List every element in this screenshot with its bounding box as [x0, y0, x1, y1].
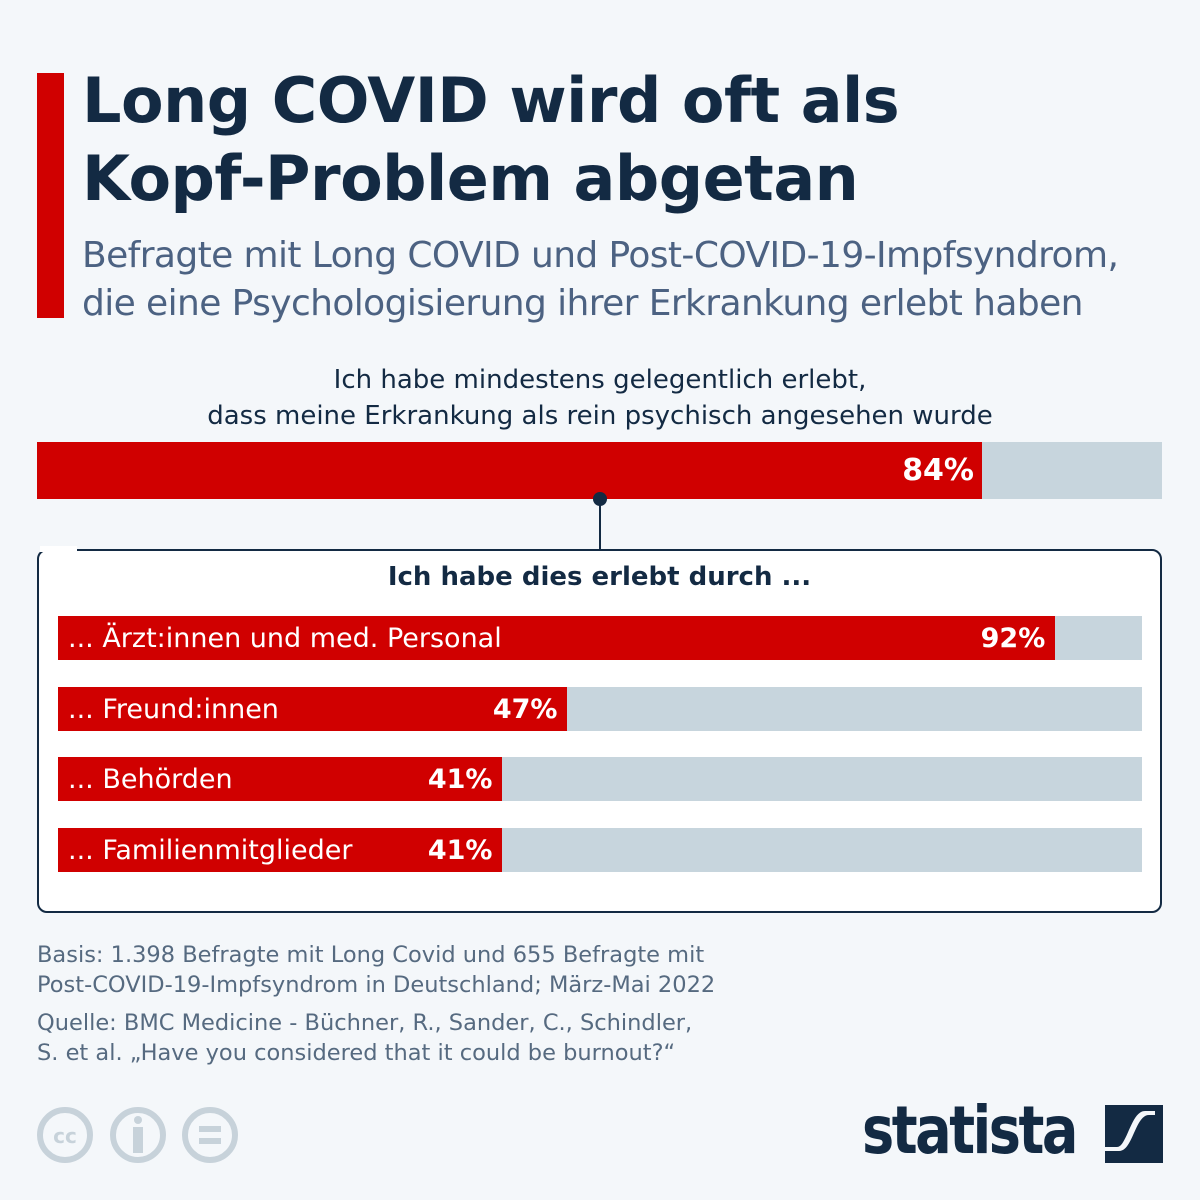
basis-line: Basis: 1.398 Befragte mit Long Covid und…: [37, 942, 705, 968]
main-question: Ich habe mindestens gelegentlich erlebt,…: [0, 362, 1200, 434]
question-line: Ich habe mindestens gelegentlich erlebt,: [333, 365, 867, 395]
license-icons[interactable]: cc: [35, 1105, 245, 1167]
bar: [58, 616, 1056, 660]
bar-value: 47%: [492, 693, 558, 725]
by-icon: [110, 1107, 166, 1163]
panel-gap: [40, 546, 77, 552]
bar-label: ... Behörden: [68, 763, 233, 795]
statista-logo[interactable]: statista: [862, 1092, 1078, 1169]
source-note: Quelle: BMC Medicine - Büchner, R., Sand…: [37, 1008, 692, 1068]
subtitle-line: Befragte mit Long COVID und Post-COVID-1…: [82, 235, 1119, 276]
source-line: S. et al. „Have you considered that it c…: [37, 1040, 676, 1066]
main-bar-value: 84%: [902, 453, 974, 488]
cc-icon: cc: [37, 1107, 93, 1163]
basis-line: Post-COVID-19-Impfsyndrom in Deutschland…: [37, 972, 716, 998]
connector-dot: [593, 492, 607, 506]
breakdown-title: Ich habe dies erlebt durch ...: [387, 562, 812, 592]
connector-line: [599, 499, 601, 549]
bar-label: ... Familienmitglieder: [68, 834, 353, 866]
main-bar: [37, 442, 982, 499]
subtitle-line: die eine Psychologisierung ihrer Erkrank…: [82, 283, 1083, 324]
subtitle: Befragte mit Long COVID und Post-COVID-1…: [82, 232, 1119, 328]
title-line: Kopf-Problem abgetan: [82, 142, 859, 215]
bar: [58, 828, 503, 872]
bar-value: 92%: [980, 622, 1046, 654]
accent-bar: [37, 73, 64, 318]
question-line: dass meine Erkrankung als rein psychisch…: [207, 401, 993, 431]
main-bar-track: 84%: [37, 442, 1162, 499]
bar-value: 41%: [427, 834, 493, 866]
page-title: Long COVID wird oft als Kopf-Problem abge…: [82, 62, 900, 218]
title-line: Long COVID wird oft als: [82, 64, 900, 137]
bar-label: ... Freund:innen: [68, 693, 279, 725]
nd-icon: [182, 1107, 238, 1163]
bar-track: ... Behörden 41%: [58, 757, 1142, 801]
bar-label: ... Ärzt:innen und med. Personal: [68, 622, 502, 654]
source-line: Quelle: BMC Medicine - Büchner, R., Sand…: [37, 1010, 693, 1036]
basis-note: Basis: 1.398 Befragte mit Long Covid und…: [37, 940, 715, 1000]
bar: [58, 757, 503, 801]
bar-track: ... Familienmitglieder 41%: [58, 828, 1142, 872]
svg-text:cc: cc: [53, 1124, 77, 1148]
bar: [58, 687, 568, 731]
statista-logo-icon: [1105, 1105, 1163, 1163]
bar-track: ... Freund:innen 47%: [58, 687, 1142, 731]
bar-track: ... Ärzt:innen und med. Personal 92%: [58, 616, 1142, 660]
bar-value: 41%: [427, 763, 493, 795]
